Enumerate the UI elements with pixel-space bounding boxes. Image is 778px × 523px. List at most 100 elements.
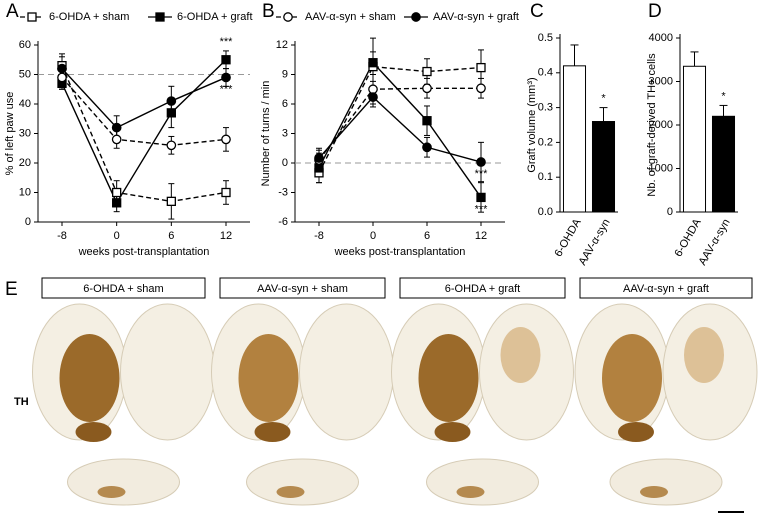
brainstem [246, 458, 359, 506]
bar [591, 121, 616, 213]
y-tick-label: 12 [276, 39, 288, 51]
panel-letter: E [5, 279, 18, 300]
y-tick-label: 0.3 [538, 102, 553, 114]
significance: *** [220, 36, 234, 48]
marker [166, 196, 176, 207]
midbrain [75, 422, 112, 442]
brainstem-th [276, 486, 305, 498]
x-tick-label: 0 [370, 230, 376, 242]
marker [112, 198, 122, 208]
panel-letter: D [648, 1, 662, 22]
brainstem-th [456, 486, 485, 498]
y-tick-label: 60 [19, 39, 31, 51]
y-tick-label: 3000 [649, 75, 673, 87]
series-line [61, 68, 227, 129]
marker [221, 55, 231, 65]
marker [111, 122, 122, 133]
marker [166, 96, 177, 106]
panel-letter: A [6, 1, 19, 22]
marker [422, 116, 432, 126]
y-tick-label: 0 [282, 157, 288, 169]
marker [166, 140, 177, 151]
significance: * [601, 93, 606, 105]
legend-marker [283, 12, 293, 22]
midbrain [434, 422, 471, 442]
hemisphere [120, 303, 215, 441]
marker [368, 58, 378, 68]
legend-label: 6-OHDA + sham [49, 11, 129, 23]
brainstem-th [97, 486, 126, 498]
y-tick-label: 2000 [649, 119, 673, 131]
marker [221, 187, 231, 198]
section-label: AAV-α-syn + graft [623, 283, 709, 295]
y-tick-label: -3 [278, 186, 288, 198]
y-tick-label: 0.0 [538, 206, 553, 218]
series-line [318, 87, 481, 161]
x-tick-label: 0 [114, 230, 120, 242]
label-box [219, 277, 386, 299]
x-tick-label: 6-OHDA [672, 216, 704, 259]
marker [221, 72, 231, 83]
x-tick-label: -8 [314, 230, 324, 242]
striatum [602, 334, 662, 422]
y-tick-label: 0 [667, 206, 673, 218]
y-tick-label: -6 [278, 216, 288, 228]
y-tick-label: 0 [25, 216, 31, 228]
legend-marker [27, 12, 37, 22]
panel-letter: C [530, 1, 544, 22]
series-line [318, 96, 482, 163]
y-tick-label: 1000 [649, 162, 673, 174]
legend-label: AAV-α-syn + graft [433, 11, 519, 23]
y-tick-label: 0.4 [538, 67, 553, 79]
marker [476, 83, 486, 94]
marker [476, 157, 486, 167]
y-tick-label: 10 [19, 186, 31, 198]
midbrain [618, 422, 654, 442]
y-tick-label: 3 [282, 127, 288, 139]
striatum [418, 334, 479, 422]
significance: * [721, 90, 726, 102]
striatum [238, 334, 299, 422]
bar [711, 115, 736, 213]
significance: *** [475, 168, 489, 180]
y-axis-label: % of left paw use [4, 92, 16, 176]
series-line [61, 59, 227, 205]
x-tick-label: 12 [220, 230, 232, 242]
stain-label: TH [14, 396, 29, 408]
significance: *** [475, 203, 489, 215]
y-tick-label: 30 [19, 127, 31, 139]
graft [684, 327, 724, 383]
y-tick-label: 20 [19, 157, 31, 169]
marker [422, 83, 432, 94]
legend-marker [411, 12, 421, 22]
y-tick-label: 9 [282, 68, 288, 80]
x-axis-label: weeks post-transplantation [334, 246, 466, 258]
y-tick-label: 40 [19, 98, 31, 110]
marker [112, 187, 122, 198]
brainstem [426, 458, 539, 506]
series-line [318, 65, 482, 174]
brainstem [609, 458, 723, 506]
y-tick-label: 0.5 [538, 32, 553, 44]
legend-marker [155, 12, 165, 22]
y-axis-label: Number of turns / min [260, 81, 272, 187]
series-line [318, 61, 482, 198]
brainstem-th [640, 486, 668, 498]
legend-label: 6-OHDA + graft [177, 11, 253, 23]
label-box [399, 277, 566, 299]
y-axis-label: Nb. of graft-derived TH+ cells [646, 53, 658, 197]
marker [314, 153, 324, 163]
x-axis-label: weeks post-transplantation [78, 246, 210, 258]
y-tick-label: 0.2 [538, 136, 553, 148]
section-label: 6-OHDA + graft [445, 283, 521, 295]
marker [111, 134, 122, 145]
marker [368, 92, 378, 102]
y-tick-label: 4000 [649, 32, 673, 44]
y-tick-label: 0.1 [538, 171, 553, 183]
x-tick-label: 6 [168, 230, 174, 242]
marker [368, 84, 378, 95]
marker [422, 66, 432, 77]
x-tick-label: 6-OHDA [552, 216, 584, 259]
marker [221, 134, 231, 145]
hemisphere [299, 303, 394, 441]
